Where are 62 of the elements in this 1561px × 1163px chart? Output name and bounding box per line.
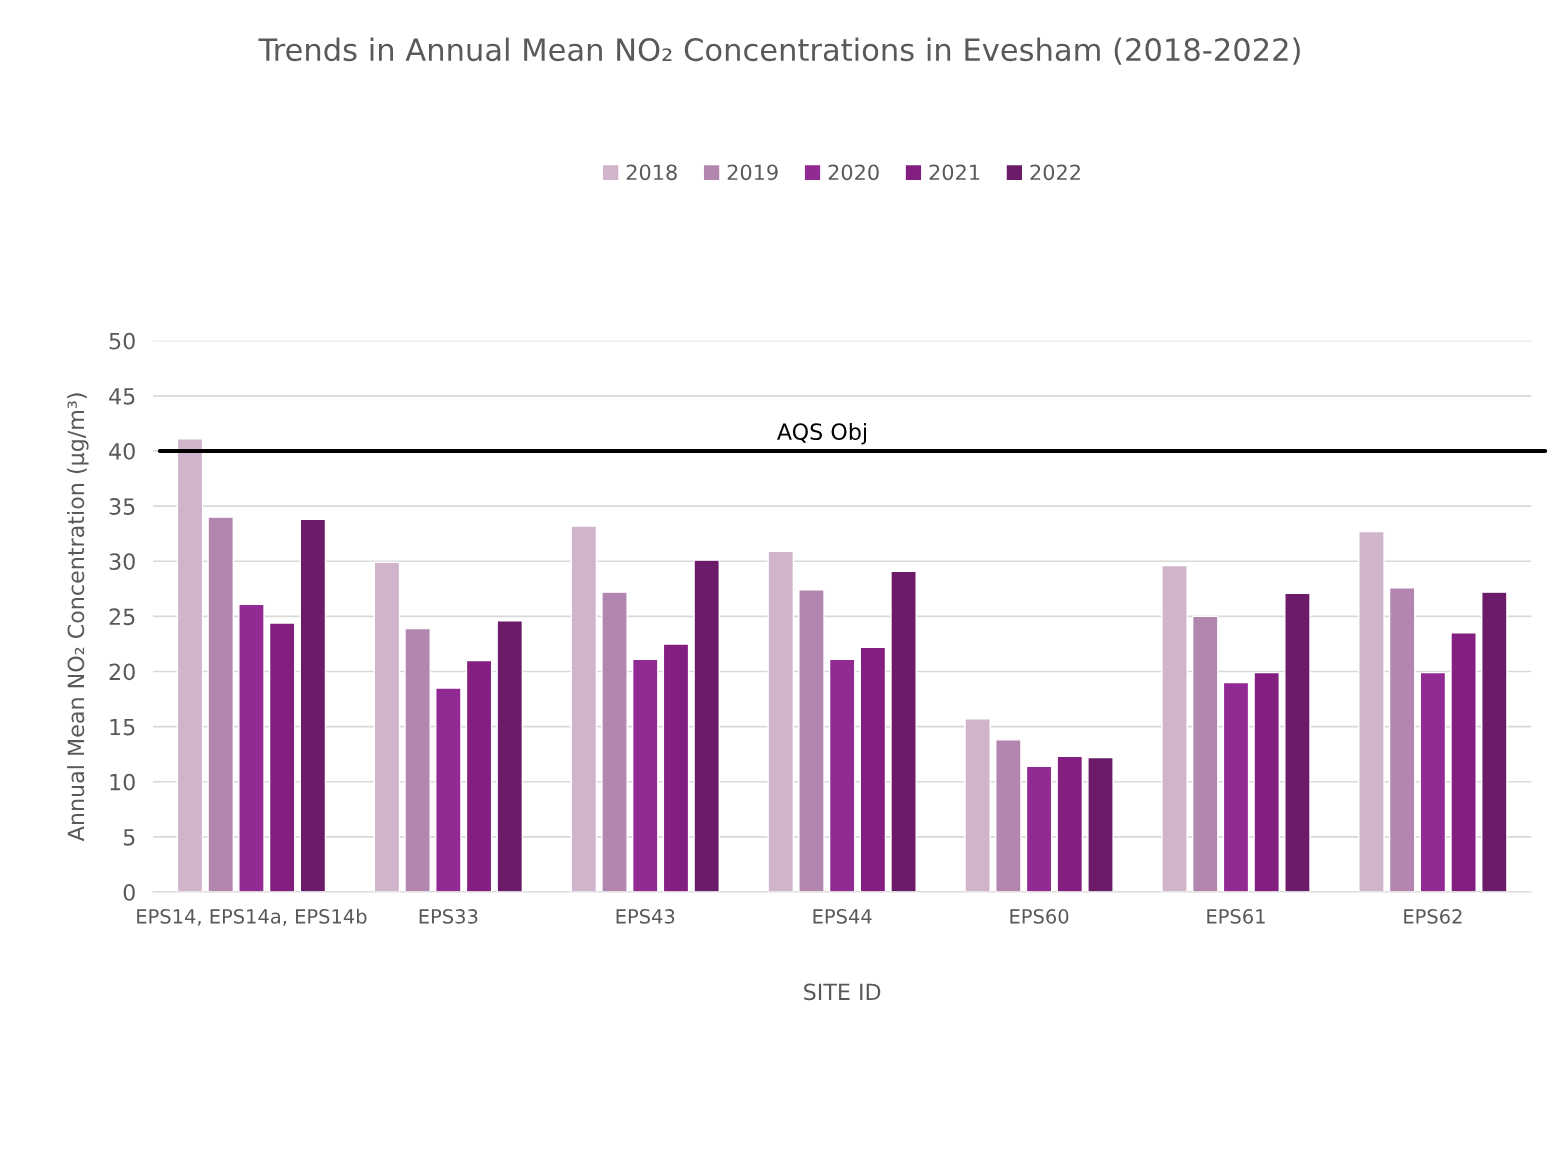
ref-line-label: AQS Obj [777, 422, 867, 445]
x-tick-label: EPS44 [813, 909, 872, 924]
y-tick-label: 30 [109, 553, 135, 571]
bar [373, 561, 401, 893]
bar [496, 620, 524, 893]
x-tick-label: EPS33 [419, 909, 478, 924]
y-tick-label: 20 [109, 663, 135, 681]
x-tick-label: EPS61 [1207, 909, 1265, 924]
bar [601, 591, 628, 893]
bar [662, 643, 690, 893]
x-tick-label: EPS62 [1404, 909, 1462, 924]
bar [1222, 681, 1250, 893]
legend-label: 2021 [929, 164, 980, 181]
y-tick-label: 35 [109, 498, 135, 515]
bar [207, 516, 235, 893]
legend-label: 2018 [626, 164, 677, 181]
bar [238, 603, 265, 893]
bar [890, 570, 917, 893]
bar [465, 659, 493, 893]
x-tick-label: EPS14, EPS14a, EPS14b [137, 908, 367, 926]
bar [828, 658, 856, 893]
bar [1087, 756, 1114, 893]
chart-title: Trends in Annual Mean NO₂ Concentrations in Evesham (2018-2022) [258, 37, 1300, 65]
bar [1358, 530, 1385, 893]
bar [176, 438, 204, 893]
bar [435, 687, 462, 893]
x-axis-title: SITE ID [804, 983, 881, 1001]
bar [995, 739, 1022, 893]
legend-label: 2019 [727, 164, 778, 181]
bar [1161, 564, 1188, 893]
bar [268, 622, 296, 893]
y-axis-title: Annual Mean NO₂ Concentration (µg/m³) [67, 393, 89, 842]
legend-label: 2022 [1030, 164, 1080, 181]
bar [1450, 632, 1477, 893]
y-tick-label: 40 [109, 442, 135, 460]
bar [570, 525, 598, 893]
bar [1419, 671, 1447, 893]
bar [859, 646, 887, 893]
bar [1056, 755, 1084, 893]
bar [693, 559, 720, 893]
bar [1025, 765, 1053, 893]
y-tick-label: 45 [109, 388, 135, 405]
x-tick-label: EPS60 [1010, 909, 1069, 924]
bar [767, 550, 795, 893]
y-tick-label: 50 [109, 332, 135, 350]
y-tick-label: 15 [110, 718, 135, 736]
bar [1284, 592, 1311, 893]
bar [299, 518, 327, 893]
bar [964, 718, 991, 893]
legend-label: 2020 [828, 164, 879, 181]
x-tick-label: EPS43 [616, 909, 675, 924]
bar [404, 627, 431, 893]
bar [1388, 587, 1416, 893]
y-tick-label: 0 [123, 883, 135, 901]
bar [631, 658, 659, 893]
y-tick-label: 10 [110, 773, 135, 791]
bar [1481, 591, 1508, 893]
bar [798, 589, 825, 893]
y-tick-label: 5 [123, 829, 135, 846]
bar [1253, 671, 1280, 893]
bar [1191, 615, 1219, 893]
y-tick-label: 25 [109, 608, 135, 626]
